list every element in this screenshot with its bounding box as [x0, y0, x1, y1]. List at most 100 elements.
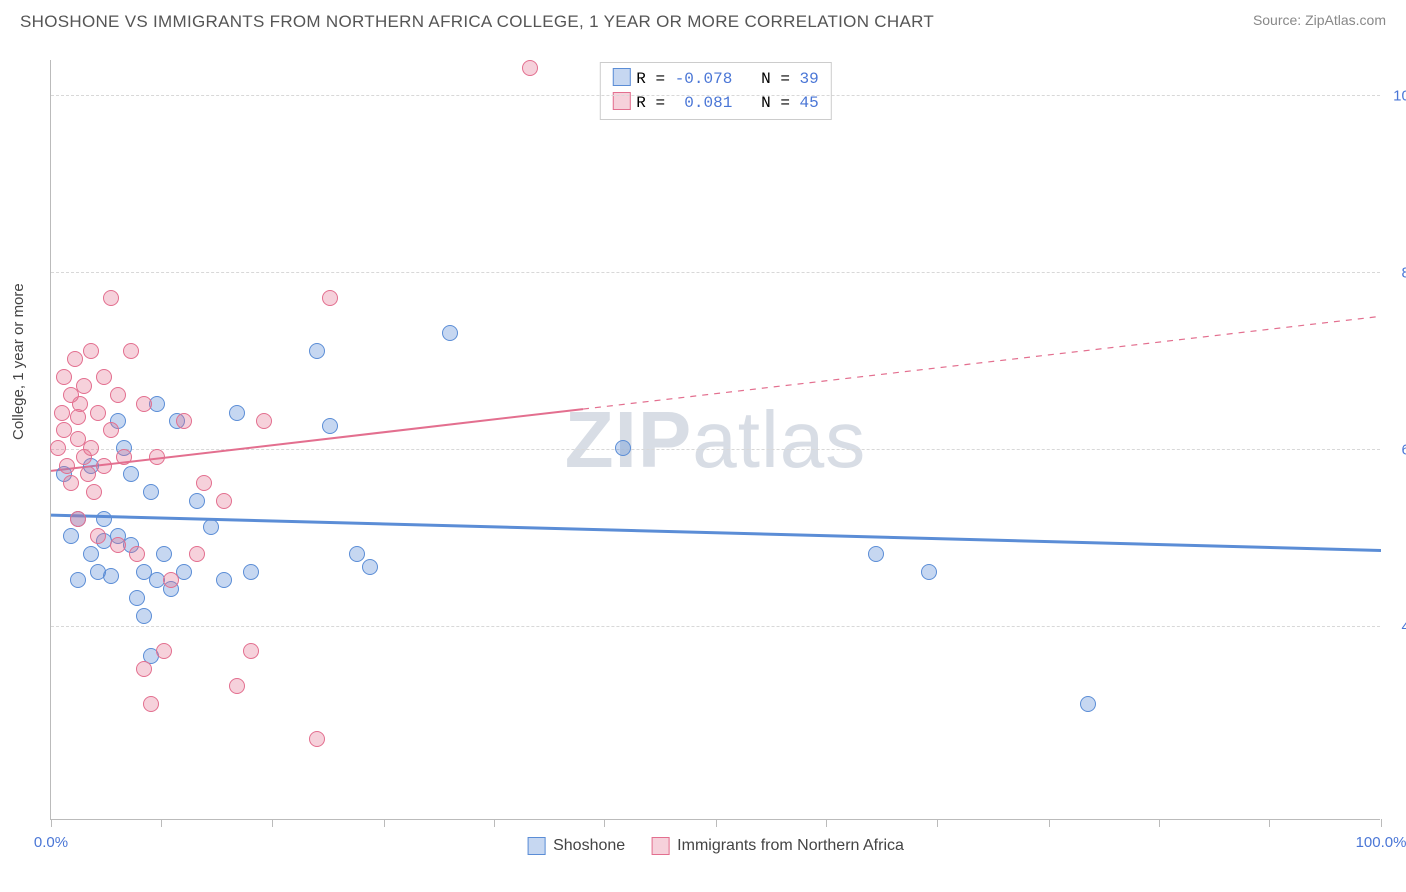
x-tick — [272, 819, 273, 827]
chart-plot-area: ZIPatlas R = -0.078 N = 39R = 0.081 N = … — [50, 60, 1380, 820]
data-point — [921, 564, 937, 580]
data-point — [149, 449, 165, 465]
x-tick-label: 0.0% — [34, 834, 68, 851]
y-tick-label: 80.0% — [1388, 265, 1406, 282]
x-tick — [826, 819, 827, 827]
legend-label: Immigrants from Northern Africa — [677, 837, 904, 855]
data-point — [868, 546, 884, 562]
data-point — [256, 413, 272, 429]
data-point — [229, 678, 245, 694]
data-point — [615, 440, 631, 456]
data-point — [83, 343, 99, 359]
data-point — [83, 546, 99, 562]
data-point — [59, 458, 75, 474]
data-point — [96, 511, 112, 527]
x-tick — [51, 819, 52, 827]
data-point — [522, 60, 538, 76]
data-point — [196, 475, 212, 491]
data-point — [129, 590, 145, 606]
data-point — [103, 290, 119, 306]
data-point — [442, 325, 458, 341]
data-point — [143, 696, 159, 712]
data-point — [156, 546, 172, 562]
data-point — [103, 422, 119, 438]
x-tick — [1159, 819, 1160, 827]
data-point — [63, 475, 79, 491]
data-point — [216, 493, 232, 509]
y-axis-label: College, 1 year or more — [10, 283, 27, 440]
data-point — [70, 572, 86, 588]
data-point — [163, 572, 179, 588]
x-tick — [1381, 819, 1382, 827]
data-point — [216, 572, 232, 588]
data-point — [189, 493, 205, 509]
data-point — [90, 405, 106, 421]
y-tick-label: 40.0% — [1388, 618, 1406, 635]
data-point — [96, 369, 112, 385]
x-tick-label: 100.0% — [1356, 834, 1406, 851]
chart-title: SHOSHONE VS IMMIGRANTS FROM NORTHERN AFR… — [20, 12, 934, 32]
legend-row: R = -0.078 N = 39 — [612, 67, 818, 91]
data-point — [309, 731, 325, 747]
data-point — [50, 440, 66, 456]
x-tick — [716, 819, 717, 827]
legend-swatch — [527, 837, 545, 855]
x-tick — [161, 819, 162, 827]
data-point — [56, 369, 72, 385]
data-point — [123, 466, 139, 482]
data-point — [70, 511, 86, 527]
x-tick — [1049, 819, 1050, 827]
gridline-h: 60.0% — [51, 449, 1380, 450]
data-point — [189, 546, 205, 562]
data-point — [362, 559, 378, 575]
data-point — [103, 568, 119, 584]
correlation-legend: R = -0.078 N = 39R = 0.081 N = 45 — [599, 62, 831, 120]
x-tick — [604, 819, 605, 827]
source-attribution: Source: ZipAtlas.com — [1253, 12, 1386, 28]
data-point — [67, 351, 83, 367]
data-point — [136, 396, 152, 412]
y-tick-label: 100.0% — [1388, 88, 1406, 105]
data-point — [136, 661, 152, 677]
data-point — [76, 378, 92, 394]
data-point — [243, 643, 259, 659]
data-point — [80, 466, 96, 482]
data-point — [309, 343, 325, 359]
data-point — [123, 343, 139, 359]
data-point — [203, 519, 219, 535]
gridline-h: 40.0% — [51, 626, 1380, 627]
data-point — [349, 546, 365, 562]
data-point — [322, 290, 338, 306]
data-point — [86, 484, 102, 500]
legend-swatch — [612, 68, 630, 86]
data-point — [176, 564, 192, 580]
y-tick-label: 60.0% — [1388, 441, 1406, 458]
legend-label: Shoshone — [553, 837, 625, 855]
data-point — [63, 528, 79, 544]
data-point — [129, 546, 145, 562]
data-point — [243, 564, 259, 580]
data-point — [90, 528, 106, 544]
data-point — [54, 405, 70, 421]
legend-item: Immigrants from Northern Africa — [651, 837, 904, 855]
series-legend: Shoshone Immigrants from Northern Africa — [527, 837, 904, 855]
legend-item: Shoshone — [527, 837, 625, 855]
data-point — [96, 458, 112, 474]
watermark: ZIPatlas — [565, 394, 866, 486]
data-point — [136, 608, 152, 624]
x-tick — [494, 819, 495, 827]
data-point — [176, 413, 192, 429]
gridline-h: 80.0% — [51, 272, 1380, 273]
data-point — [143, 484, 159, 500]
data-point — [72, 396, 88, 412]
data-point — [229, 405, 245, 421]
data-point — [83, 440, 99, 456]
gridline-h: 100.0% — [51, 95, 1380, 96]
data-point — [110, 387, 126, 403]
data-point — [322, 418, 338, 434]
data-point — [156, 643, 172, 659]
legend-swatch — [651, 837, 669, 855]
data-point — [110, 537, 126, 553]
x-tick — [1269, 819, 1270, 827]
data-point — [116, 449, 132, 465]
